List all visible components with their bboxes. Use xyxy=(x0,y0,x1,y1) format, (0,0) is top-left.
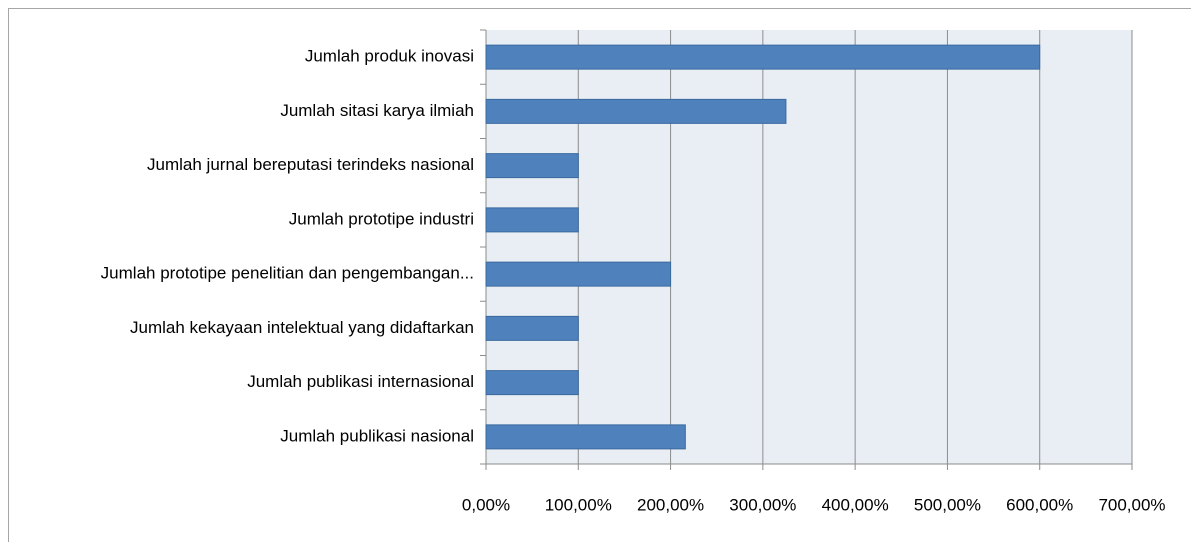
y-tick-label: Jumlah produk inovasi xyxy=(305,47,474,66)
bar xyxy=(485,98,787,124)
x-tick-label: 700,00% xyxy=(1098,495,1165,514)
bar xyxy=(485,370,579,396)
y-tick-label: Jumlah prototipe industri xyxy=(289,209,474,228)
x-tick-label: 300,00% xyxy=(729,495,796,514)
bar xyxy=(485,424,686,450)
x-tick-label: 400,00% xyxy=(822,495,889,514)
y-tick-label: Jumlah sitasi karya ilmiah xyxy=(280,101,474,120)
x-tick-label: 100,00% xyxy=(545,495,612,514)
bar xyxy=(485,261,672,287)
bar xyxy=(485,207,579,233)
x-tick-label: 200,00% xyxy=(637,495,704,514)
y-tick-label: Jumlah kekayaan intelektual yang didafta… xyxy=(130,318,474,337)
bar xyxy=(485,153,579,179)
y-tick-label: Jumlah publikasi internasional xyxy=(247,372,474,391)
bar xyxy=(485,315,579,341)
x-tick-label: 500,00% xyxy=(914,495,981,514)
x-tick-label: 600,00% xyxy=(1006,495,1073,514)
y-tick-label: Jumlah jurnal bereputasi terindeks nasio… xyxy=(147,155,474,174)
x-tick-label: 0,00% xyxy=(462,495,510,514)
plot-area xyxy=(486,30,1132,464)
y-tick-label: Jumlah prototipe penelitian dan pengemba… xyxy=(101,264,474,283)
chart-frame xyxy=(8,8,1191,542)
y-tick-label: Jumlah publikasi nasional xyxy=(280,426,474,445)
bar xyxy=(485,44,1041,70)
